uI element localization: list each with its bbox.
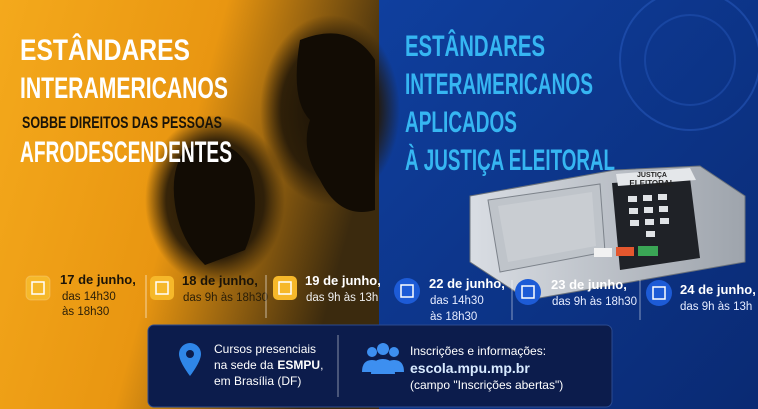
date-day: 19 de junho, — [305, 273, 381, 288]
date-time: das 9h às 18h30 — [183, 292, 268, 304]
date-day: 22 de junho, — [429, 276, 505, 291]
calendar-icon — [646, 280, 672, 306]
date-day: 17 de junho, — [60, 272, 136, 287]
location-text: na sede da — [214, 358, 274, 372]
date-time: das 9h às 13h — [306, 292, 378, 304]
title-line: À JUSTIÇA ELEITORAL — [405, 143, 615, 177]
location-icon — [179, 343, 201, 376]
calendar-icon — [150, 276, 174, 300]
date-day: 24 de junho, — [680, 282, 756, 297]
title-line: AFRODESCENDENTES — [20, 136, 232, 169]
people-icon — [362, 343, 404, 374]
inscriptions-note: (campo "Inscrições abertas") — [410, 378, 563, 392]
date-item: 22 de junho, das 14h30 às 18h30 — [394, 276, 505, 323]
date-item: 17 de junho, das 14h30 às 18h30 — [25, 272, 136, 318]
title-line: INTERAMERICANOS — [20, 72, 228, 105]
location-text: em Brasília (DF) — [214, 374, 301, 388]
date-time: às 18h30 — [430, 311, 477, 323]
date-time: das 9h às 13h — [680, 301, 752, 313]
date-time: das 14h30 — [62, 291, 116, 303]
title-line: ESTÂNDARES — [405, 29, 545, 63]
silhouettes — [145, 15, 400, 285]
date-item: 19 de junho, das 9h às 13h — [273, 273, 381, 304]
subtitle: SOBBE DIREITOS DAS PESSOAS — [22, 113, 222, 132]
voting-machine: JUSTIÇA ELEITORAL — [469, 165, 746, 301]
location-name: ESMPU — [277, 358, 320, 372]
inscriptions-url[interactable]: escola.mpu.mp.br — [410, 360, 530, 376]
location-text: Cursos presenciais — [214, 342, 316, 356]
calendar-icon — [25, 275, 51, 301]
date-item: 23 de junho, das 9h às 18h30 — [515, 277, 637, 308]
calendar-icon — [394, 278, 420, 304]
decor — [619, 0, 758, 131]
date-time: às 18h30 — [62, 306, 109, 318]
date-time: das 9h às 18h30 — [552, 296, 637, 308]
location-text: , — [320, 358, 323, 372]
title-line: INTERAMERICANOS — [405, 68, 593, 101]
decor — [644, 14, 736, 106]
date-day: 23 de junho, — [551, 277, 627, 292]
calendar-icon — [273, 276, 297, 300]
date-time: das 14h30 — [430, 295, 484, 307]
machine-label: JUSTIÇA — [637, 172, 667, 179]
date-item: 18 de junho, das 9h às 18h30 — [150, 273, 268, 304]
date-item: 24 de junho, das 9h às 13h — [646, 280, 756, 313]
location-text: na sede da ESMPU, — [214, 358, 323, 372]
date-day: 18 de junho, — [182, 273, 258, 288]
title-line: ESTÂNDARES — [20, 33, 190, 67]
machine-label: ELEITORAL — [629, 179, 674, 188]
title-line: APLICADOS — [405, 106, 517, 139]
calendar-icon — [515, 279, 541, 305]
inscriptions-label: Inscrições e informações: — [410, 344, 546, 358]
